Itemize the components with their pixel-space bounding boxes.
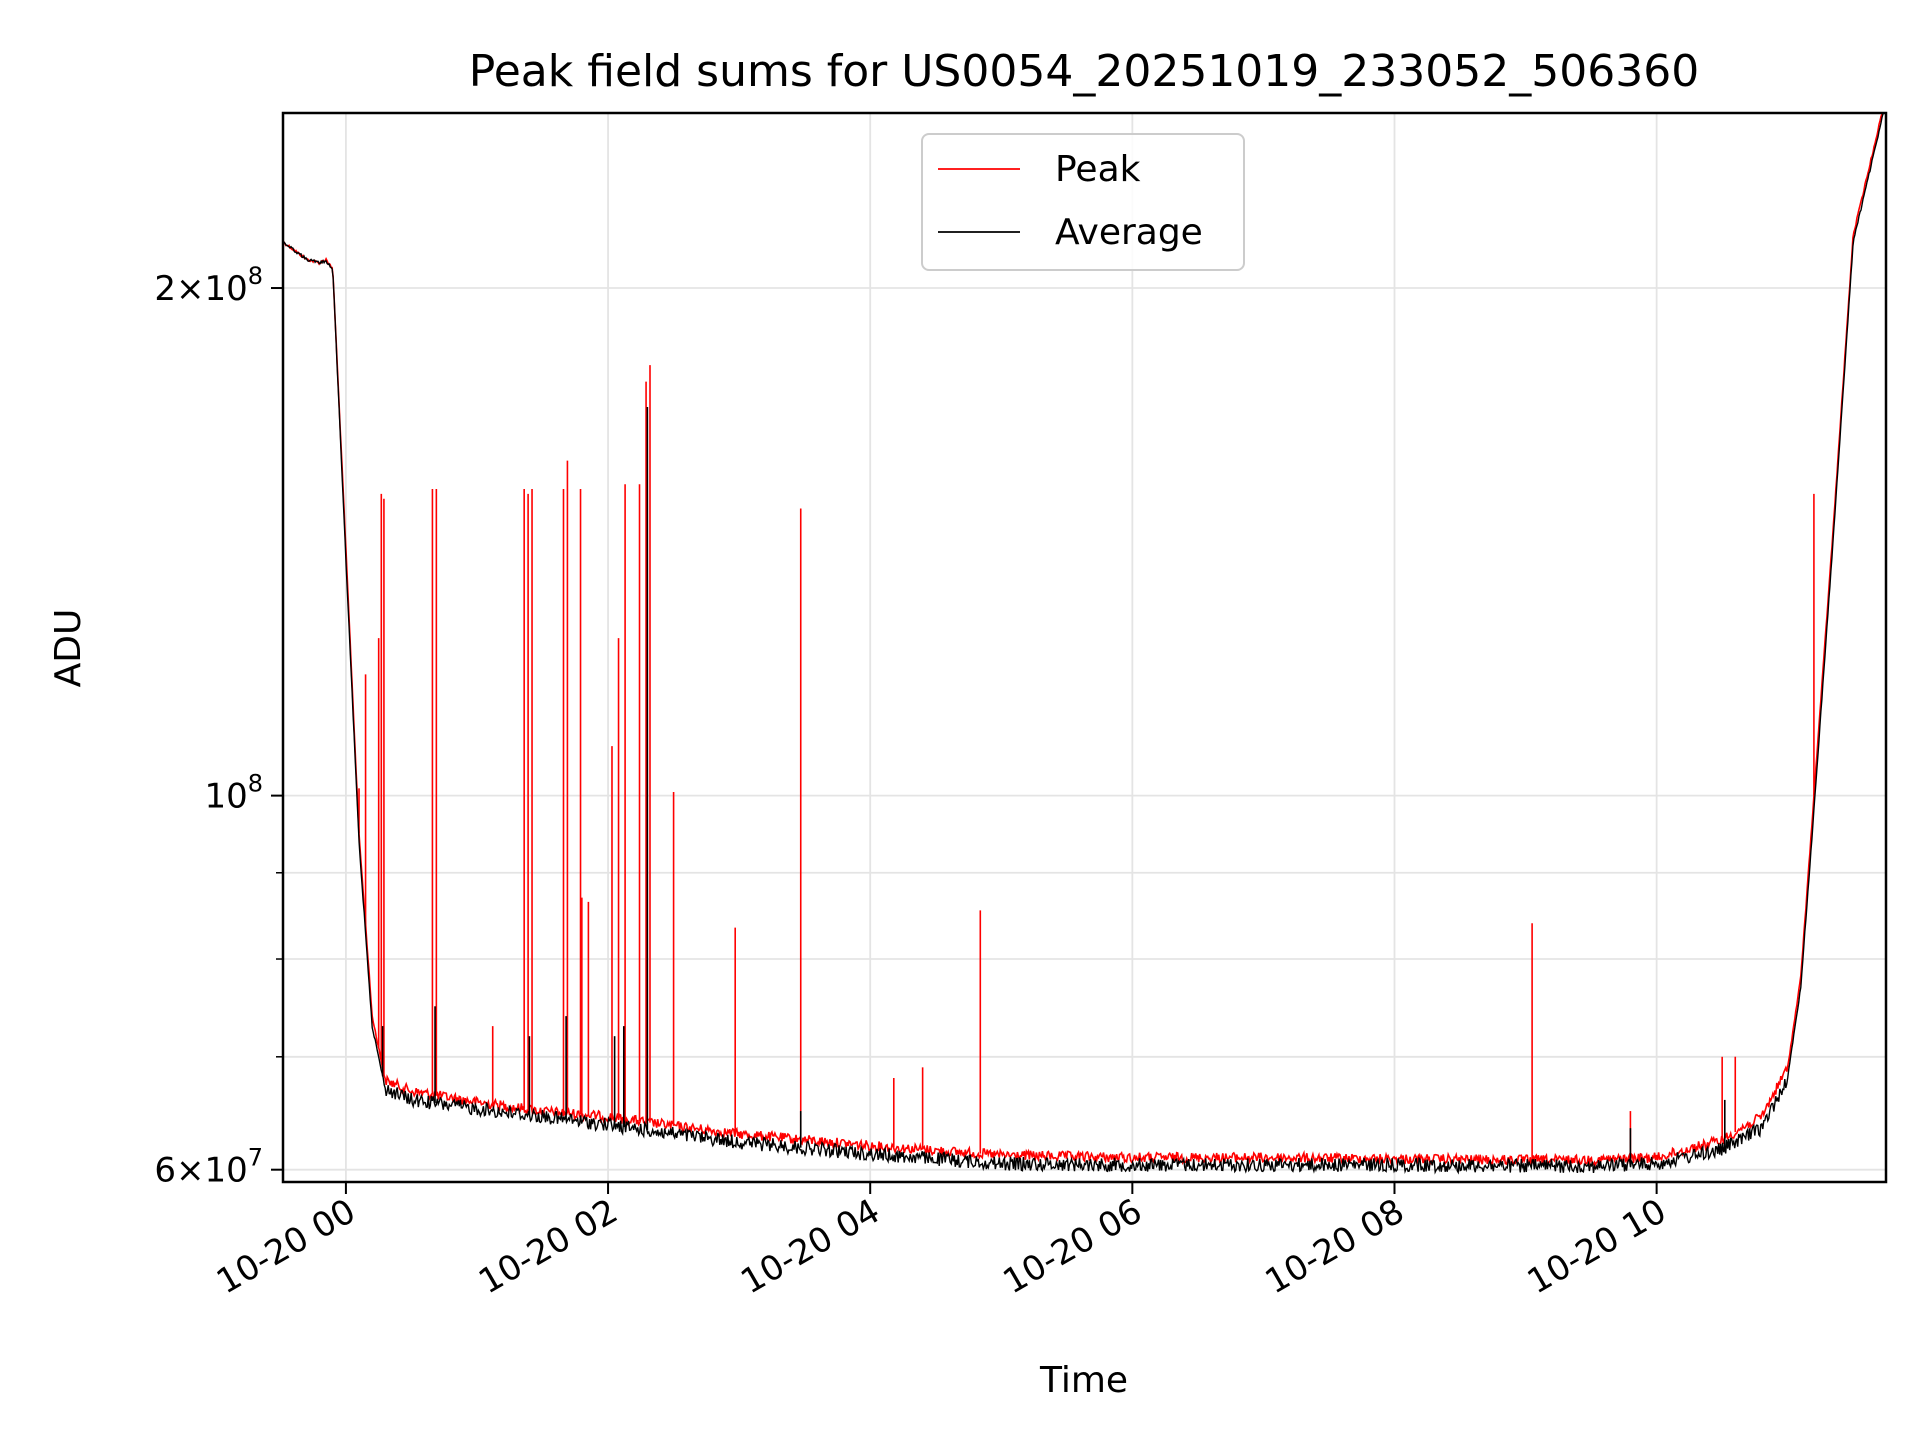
legend-box — [921, 133, 1245, 271]
x-axis-title: Time — [1039, 1360, 1128, 1401]
y-tick-label: 6×107 — [154, 1144, 263, 1191]
y-axis-title: ADU — [48, 609, 89, 688]
legend-average-label: Average — [1055, 212, 1203, 253]
series-average-line — [283, 113, 1886, 1175]
legend: Peak Average — [921, 133, 1245, 271]
series-peak-line — [283, 113, 1886, 1167]
series-layer — [283, 113, 1886, 1175]
chart-title: Peak field sums for US0054_20251019_2330… — [469, 46, 1699, 97]
y-tick-label: 108 — [204, 770, 263, 817]
y-axis: 6×107 108 2×108 — [154, 262, 283, 1191]
grid — [283, 113, 1886, 1182]
y-tick-label: 2×108 — [154, 262, 263, 309]
plot-frame — [281, 111, 1888, 1184]
legend-peak-label: Peak — [1055, 149, 1141, 190]
